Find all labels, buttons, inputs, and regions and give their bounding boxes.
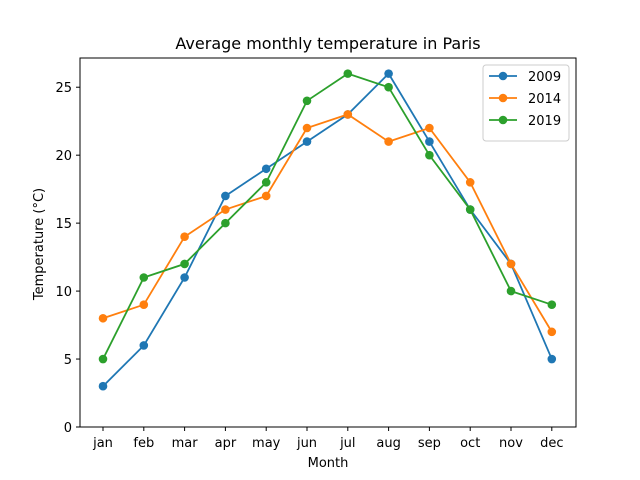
x-tick-label-apr: apr — [215, 436, 237, 451]
data-point-2009-jun — [302, 137, 312, 146]
legend-item-2019: 2019 — [489, 114, 561, 129]
series-2019 — [98, 69, 557, 364]
data-point-2014-oct — [465, 178, 475, 187]
data-point-2014-sep — [425, 123, 434, 133]
data-point-2009-dec — [547, 354, 557, 364]
x-tick-label-sep: sep — [418, 436, 441, 451]
y-tick-label-25: 25 — [55, 81, 72, 96]
data-point-2014-apr — [221, 205, 230, 214]
data-point-2014-dec — [547, 327, 557, 337]
data-point-2019-feb — [139, 273, 149, 282]
data-point-2019-apr — [221, 218, 230, 228]
data-point-2019-nov — [506, 286, 516, 296]
y-tick-label-15: 15 — [55, 217, 72, 232]
data-point-2019-oct — [465, 205, 475, 214]
y-axis-label: Temperature (°C) — [32, 188, 47, 301]
y-tick-label-0: 0 — [64, 421, 72, 436]
x-tick-label-dec: dec — [540, 436, 563, 451]
legend-label-2019: 2019 — [528, 114, 561, 129]
series-2014 — [98, 110, 557, 337]
x-axis-label: Month — [308, 456, 349, 471]
chart-title: Average monthly temperature in Paris — [175, 34, 480, 53]
data-point-2014-jan — [98, 313, 108, 323]
legend-item-2009: 2009 — [489, 70, 561, 85]
x-tick-label-oct: oct — [460, 436, 480, 451]
x-tick-label-feb: feb — [133, 436, 154, 451]
x-tick-label-jan: jan — [92, 436, 113, 451]
plot-area — [79, 57, 577, 428]
data-point-2009-sep — [425, 137, 434, 146]
y-tick-label-5: 5 — [64, 353, 72, 368]
x-tick-label-mar: mar — [172, 436, 199, 451]
x-tick-label-nov: nov — [499, 436, 523, 451]
legend-marker-2009 — [498, 71, 508, 81]
legend-marker-2019 — [498, 115, 508, 125]
y-tick-label-20: 20 — [55, 149, 72, 164]
data-point-2009-mar — [180, 273, 189, 282]
x-axis: jan feb mar apr may jun jul aug sep oct nov dec — [92, 427, 564, 451]
legend-label-2009: 2009 — [528, 70, 561, 85]
data-point-2014-aug — [384, 137, 393, 146]
legend: 2009 2014 2019 — [482, 64, 570, 142]
data-point-2019-dec — [547, 300, 557, 309]
plot-frame — [79, 57, 577, 428]
y-axis: 0 5 10 15 20 25 — [55, 81, 80, 436]
data-point-2019-aug — [384, 82, 393, 92]
data-point-2019-jul — [343, 69, 353, 78]
data-point-2009-may — [261, 164, 271, 174]
data-point-2014-jun — [302, 123, 312, 133]
data-point-2019-jan — [98, 354, 108, 364]
data-point-2019-mar — [180, 259, 189, 269]
x-tick-label-jul: jul — [339, 436, 355, 451]
legend-label-2014: 2014 — [528, 92, 561, 107]
data-point-2014-nov — [506, 259, 516, 269]
series-line-2014 — [102, 113, 553, 333]
legend-item-2014: 2014 — [489, 92, 561, 107]
series-line-2009 — [102, 72, 553, 387]
data-point-2014-may — [261, 191, 271, 201]
data-point-2009-aug — [384, 69, 393, 78]
data-point-2009-jan — [98, 381, 108, 391]
y-tick-label-10: 10 — [55, 285, 72, 300]
data-point-2014-mar — [180, 232, 189, 242]
data-point-2014-jul — [343, 110, 353, 119]
data-point-2014-feb — [139, 300, 149, 309]
x-tick-label-jun: jun — [296, 436, 317, 451]
data-point-2019-sep — [425, 150, 434, 160]
legend-marker-2014 — [498, 93, 508, 103]
data-point-2019-jun — [302, 96, 312, 106]
x-tick-label-may: may — [252, 436, 281, 451]
series-line-2019 — [102, 72, 553, 360]
data-point-2019-may — [261, 178, 271, 187]
data-point-2009-apr — [221, 191, 230, 201]
x-tick-label-aug: aug — [376, 436, 400, 451]
data-point-2009-feb — [139, 341, 149, 350]
